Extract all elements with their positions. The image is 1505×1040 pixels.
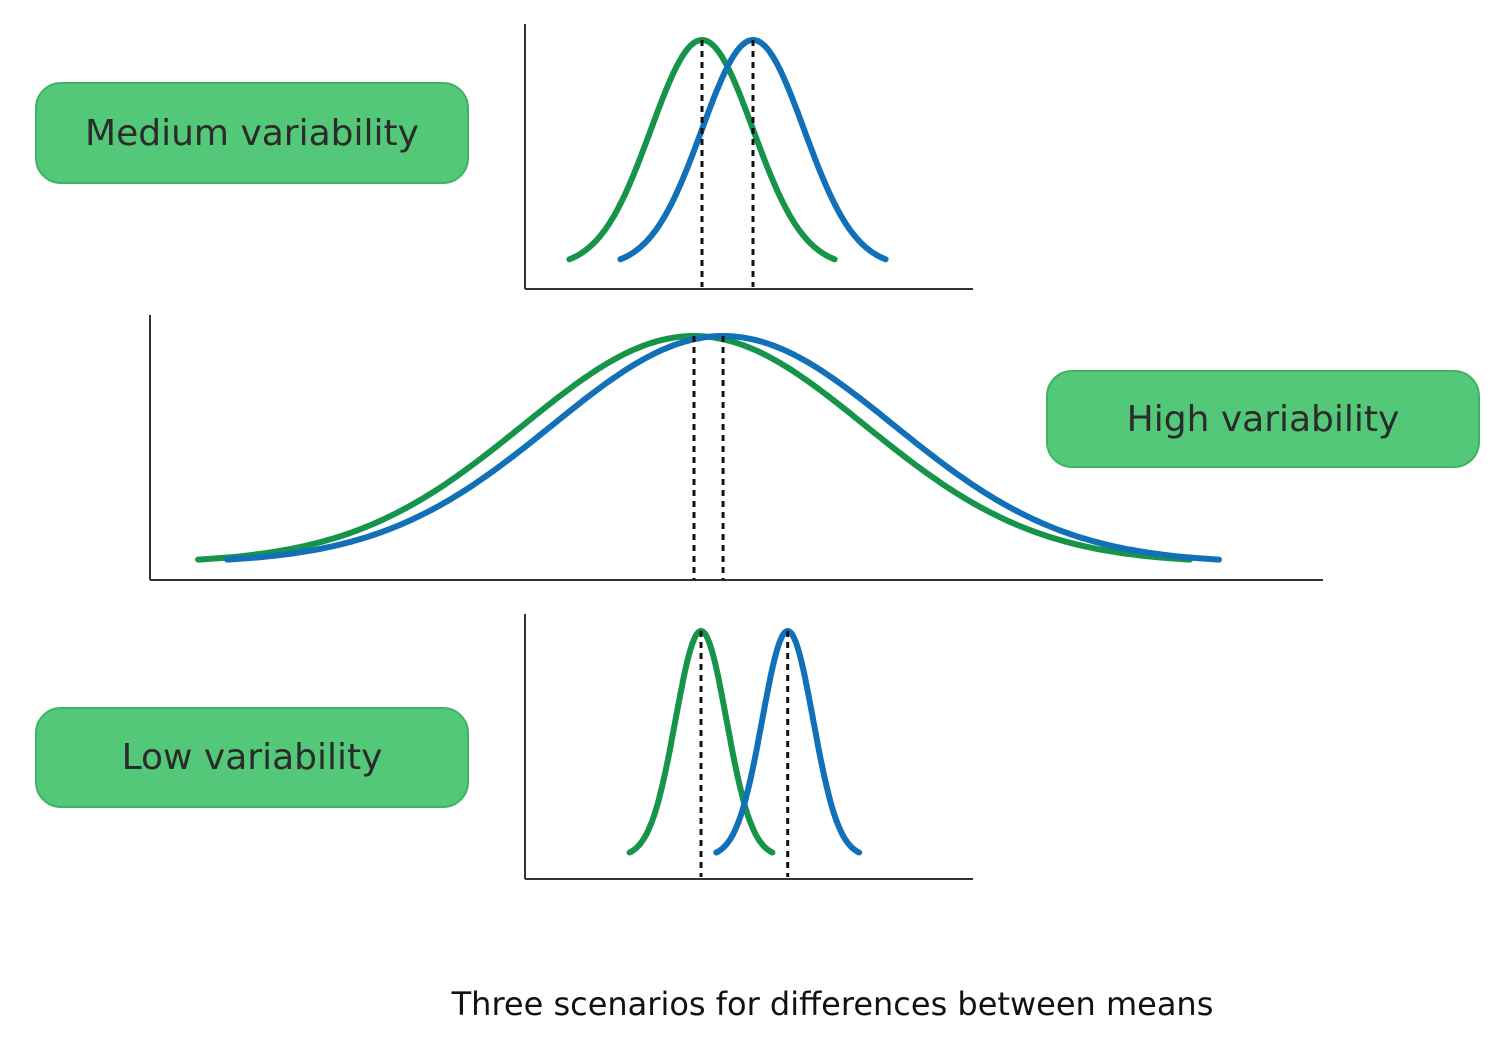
medium-distribution-curve-2 [617,37,889,263]
high-variability-label: High variability [1046,370,1480,468]
medium-variability-plot [524,24,973,290]
figure-caption: Three scenarios for differences between … [451,985,1214,1023]
high-variability-plot [149,315,1323,581]
low-variability-label-text: Low variability [121,737,383,778]
medium-variability-label-text: Medium variability [85,112,419,154]
medium-variability-label: Medium variability [35,82,469,184]
high-variability-label-text: High variability [1126,398,1400,440]
low-variability-plot [524,614,973,880]
low-variability-label: Low variability [35,707,469,808]
medium-distribution-curve-1 [566,37,838,263]
